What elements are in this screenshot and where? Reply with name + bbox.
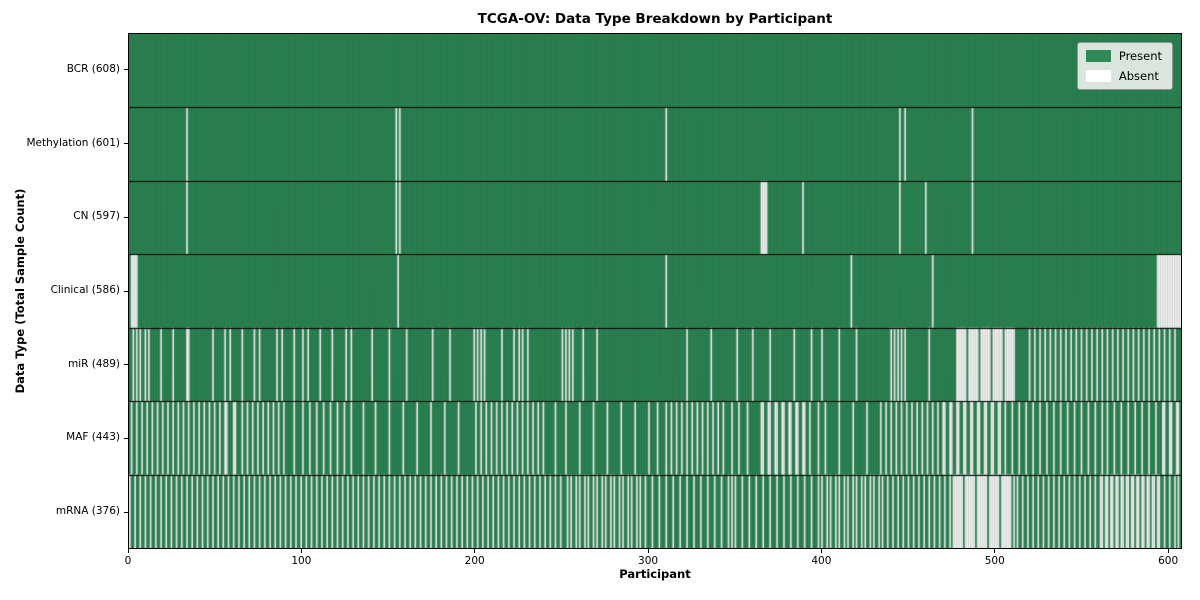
x-tick-mark [994,549,996,553]
x-tick-label: 500 [984,555,1005,567]
x-tick-mark [127,549,129,553]
plot-area: Present Absent [128,33,1182,549]
x-tick-mark [300,549,302,553]
x-tick-label: 0 [124,555,132,567]
x-tick-label: 600 [1158,555,1179,567]
absent-swatch-icon [1085,70,1111,82]
x-tick-mark [474,549,476,553]
y-tick-mark [124,290,128,292]
y-tick-mark [124,364,128,366]
y-tick-mark [124,437,128,439]
y-tick-label: Clinical (586) [50,284,120,296]
legend-item-present: Present [1085,49,1162,63]
y-tick-label: MAF (443) [66,431,120,444]
x-axis-title: Participant [619,567,691,581]
heatmap-canvas [129,34,1181,548]
present-swatch-icon [1085,50,1111,62]
y-tick-label: BCR (608) [66,62,120,75]
y-tick-label: Methylation (601) [26,136,120,149]
legend: Present Absent [1076,42,1173,90]
y-tick-mark [124,511,128,513]
x-tick-label: 300 [638,555,659,567]
legend-label-absent: Absent [1118,69,1159,83]
x-tick-label: 100 [291,555,312,567]
y-tick-mark [124,69,128,71]
y-tick-mark [124,216,128,218]
y-tick-label: miR (489) [67,357,120,370]
x-tick-mark [647,549,649,553]
y-tick-label: CN (597) [73,210,120,223]
x-tick-mark [1167,549,1169,553]
y-tick-label: mRNA (376) [55,505,120,518]
x-tick-mark [820,549,822,553]
legend-label-present: Present [1118,49,1162,63]
legend-item-absent: Absent [1085,69,1162,83]
x-tick-label: 200 [464,555,485,567]
y-tick-mark [124,143,128,145]
x-tick-label: 400 [811,555,832,567]
chart-title: TCGA-OV: Data Type Breakdown by Particip… [477,11,833,27]
